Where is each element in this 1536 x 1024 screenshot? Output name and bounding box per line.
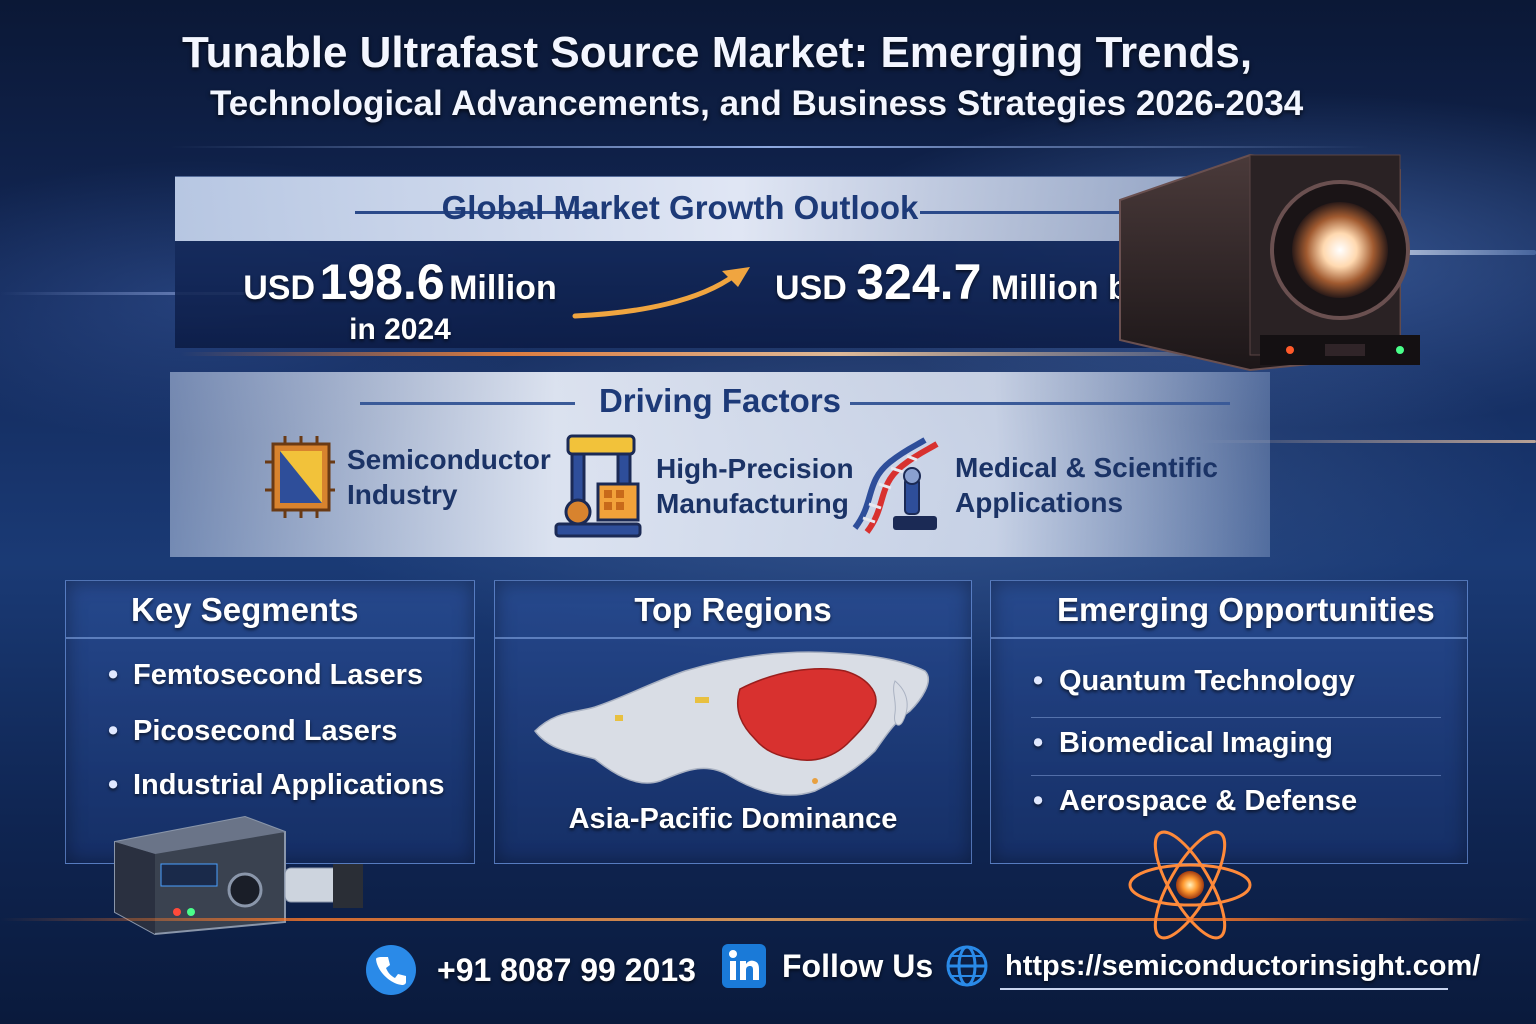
growth-outlook-panel: Global Market Growth Outlook USD 198.6 M… — [175, 176, 1305, 348]
website-contact[interactable]: https://semiconductorinsight.com/ — [945, 944, 1480, 988]
region-label: Asia-Pacific Dominance — [568, 803, 898, 835]
factor-semiconductor: Semiconductor Industry — [265, 432, 551, 522]
factor-high-precision: High-Precision Manufacturing — [552, 432, 854, 540]
page-subtitle: Technological Advancements, and Business… — [210, 84, 1304, 123]
factor-semiconductor-line2: Industry — [347, 479, 458, 510]
linkedin-icon — [722, 944, 766, 988]
phone-icon — [366, 945, 416, 995]
top-regions-card: Top Regions Asia-Pacific Dominance — [494, 580, 972, 864]
list-item: Picosecond Lasers — [66, 715, 474, 769]
emerging-opportunities-title: Emerging Opportunities — [991, 581, 1467, 639]
follow-us-link[interactable]: Follow Us — [782, 947, 934, 984]
end-value: 324.7 — [856, 254, 982, 310]
globe-icon — [946, 945, 988, 987]
atom-icon — [1128, 830, 1252, 940]
list-item: Biomedical Imaging — [991, 727, 1467, 785]
key-segments-card: Key Segments Femtosecond Lasers Picoseco… — [65, 580, 475, 864]
factor-medical-line2: Applications — [955, 487, 1124, 518]
page-title: Tunable Ultrafast Source Market: Emergin… — [182, 28, 1253, 77]
phone-number[interactable]: +91 8087 99 2013 — [437, 951, 696, 988]
key-segments-title: Key Segments — [66, 581, 474, 639]
light-streak — [180, 352, 1280, 356]
list-divider — [1031, 775, 1441, 776]
start-unit: Million — [449, 269, 557, 307]
asia-map-icon — [534, 651, 930, 796]
start-prefix: USD — [243, 269, 316, 307]
chip-icon — [265, 436, 335, 518]
factor-high-precision-line1: High-Precision — [656, 453, 854, 484]
factor-high-precision-line2: Manufacturing — [656, 488, 849, 519]
light-streak — [1200, 440, 1536, 443]
light-streak — [1300, 250, 1536, 255]
start-year: in 2024 — [349, 313, 451, 346]
list-item: Quantum Technology — [991, 665, 1467, 727]
list-item: Femtosecond Lasers — [66, 659, 474, 715]
linkedin-contact[interactable]: Follow Us — [722, 944, 933, 988]
title-divider — [170, 146, 1370, 148]
list-divider — [1031, 717, 1441, 718]
factor-medical-scientific: Medical & Scientific Applications — [845, 432, 1218, 538]
end-prefix: USD — [775, 269, 847, 307]
start-value: 198.6 — [319, 254, 445, 310]
dna-microscope-icon — [852, 437, 939, 534]
growth-header-band: Global Market Growth Outlook — [175, 177, 1305, 241]
driving-rule-right — [850, 402, 1230, 405]
start-value-block: USD 198.6 Million in 2024 — [235, 253, 565, 347]
top-regions-title: Top Regions — [495, 581, 971, 639]
growth-title: Global Market Growth Outlook — [441, 189, 919, 226]
emerging-opportunities-card: Emerging Opportunities Quantum Technolog… — [990, 580, 1468, 864]
driving-factors-title: Driving Factors — [598, 382, 842, 419]
footer-glow-line — [0, 918, 1536, 921]
factor-semiconductor-line1: Semiconductor — [347, 444, 551, 475]
url-underline — [1000, 988, 1448, 990]
light-streak — [0, 292, 260, 295]
laser-unit-icon — [114, 815, 363, 936]
header-rule-left — [355, 211, 595, 214]
list-item: Industrial Applications — [66, 769, 474, 823]
driving-rule-left — [360, 402, 575, 405]
robotic-arm-icon — [554, 434, 642, 538]
growth-arrow-icon — [572, 267, 750, 319]
laser-device-icon — [1119, 153, 1420, 372]
website-url-link[interactable]: https://semiconductorinsight.com/ — [1005, 949, 1481, 982]
header-rule-right — [920, 211, 1190, 214]
driving-factors-panel: Driving Factors Semiconductor Industry — [170, 372, 1270, 557]
factor-medical-line1: Medical & Scientific — [955, 452, 1218, 483]
phone-contact[interactable]: +91 8087 99 2013 — [365, 944, 696, 996]
list-item: Aerospace & Defense — [991, 785, 1467, 843]
